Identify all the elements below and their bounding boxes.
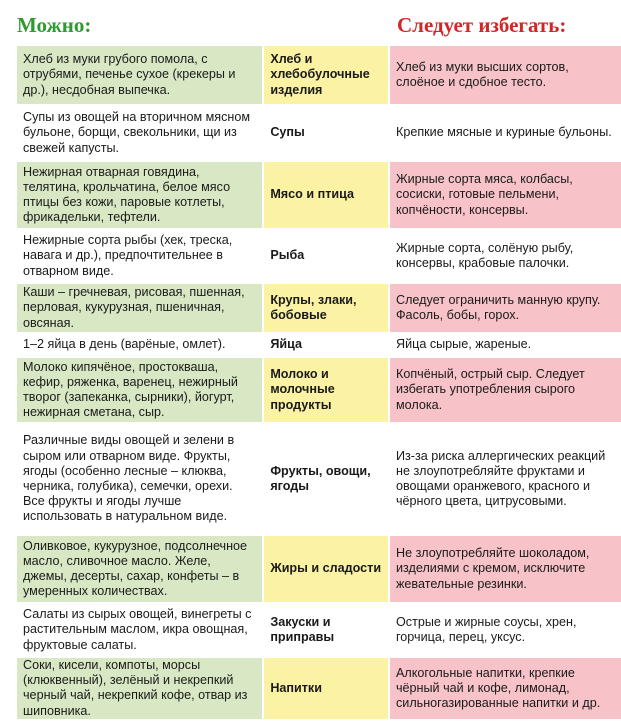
allowed-cell: Салаты из сырых овощей, винегреты с раст… <box>17 605 263 655</box>
allowed-cell: 1–2 яйца в день (варёные, омлет). <box>17 335 263 355</box>
category-cell: Хлеб и хлебобулочные изделия <box>264 46 389 104</box>
allowed-cell: Молоко кипячёное, простокваша, кефир, ря… <box>17 358 263 422</box>
table-row: Соки, кисели, компоты, морсы (клюквенный… <box>17 658 621 719</box>
table-row: Хлеб из муки грубого помола, с отрубями,… <box>17 46 621 104</box>
allowed-cell: Нежирная отварная говядина, телятина, кр… <box>17 162 263 228</box>
table-row: Нежирные сорта рыбы (хек, треска, навага… <box>17 231 621 281</box>
category-cell: Крупы, злаки, бобовые <box>264 284 389 332</box>
allowed-cell: Оливковое, кукурузное, подсолнечное масл… <box>17 536 263 602</box>
table-row: Каши – гречневая, рисовая, пшенная, перл… <box>17 284 621 332</box>
allowed-cell: Супы из овощей на вторичном мясном бульо… <box>17 107 263 159</box>
avoid-cell: Острые и жирные соусы, хрен, горчица, пе… <box>389 605 621 655</box>
allowed-cell: Соки, кисели, компоты, морсы (клюквенный… <box>17 658 263 719</box>
allowed-cell: Каши – гречневая, рисовая, пшенная, перл… <box>17 284 263 332</box>
category-cell: Рыба <box>264 231 389 281</box>
avoid-cell: Из-за риска аллергических реакций не зло… <box>389 425 621 533</box>
avoid-cell: Крепкие мясные и куриные бульоны. <box>389 107 621 159</box>
category-cell: Яйца <box>264 335 389 355</box>
table-row: 1–2 яйца в день (варёные, омлет). Яйца Я… <box>17 335 621 355</box>
category-cell: Закуски и приправы <box>264 605 389 655</box>
avoid-cell: Жирные сорта мяса, колбасы, сосиски, гот… <box>389 162 621 228</box>
allowed-cell: Нежирные сорта рыбы (хек, треска, навага… <box>17 231 263 281</box>
table-row: Оливковое, кукурузное, подсолнечное масл… <box>17 536 621 602</box>
allowed-cell: Различные виды овощей и зелени в сыром и… <box>17 425 263 533</box>
avoid-cell: Алкогольные напитки, крепкие чёрный чай … <box>389 658 621 719</box>
avoid-cell: Хлеб из муки высших сортов, слоёное и сд… <box>389 46 621 104</box>
diet-table: Хлеб из муки грубого помола, с отрубями,… <box>17 43 621 722</box>
category-cell: Жиры и сладости <box>264 536 389 602</box>
table-row: Супы из овощей на вторичном мясном бульо… <box>17 107 621 159</box>
avoid-cell: Следует ограничить манную крупу. Фасоль,… <box>389 284 621 332</box>
avoid-header: Следует избегать: <box>397 13 567 37</box>
category-cell: Фрукты, овощи, ягоды <box>264 425 389 533</box>
category-cell: Напитки <box>264 658 389 719</box>
table-row: Нежирная отварная говядина, телятина, кр… <box>17 162 621 228</box>
table-row: Различные виды овощей и зелени в сыром и… <box>17 425 621 533</box>
table-row: Салаты из сырых овощей, винегреты с раст… <box>17 605 621 655</box>
avoid-cell: Не злоупотребляйте шоколадом, изделиями … <box>389 536 621 602</box>
category-cell: Мясо и птица <box>264 162 389 228</box>
category-cell: Молоко и молочные продукты <box>264 358 389 422</box>
avoid-cell: Жирные сорта, солёную рыбу, консервы, кр… <box>389 231 621 281</box>
allowed-header: Можно: <box>17 13 92 37</box>
allowed-cell: Хлеб из муки грубого помола, с отрубями,… <box>17 46 263 104</box>
avoid-cell: Яйца сырые, жареные. <box>389 335 621 355</box>
avoid-cell: Копчёный, острый сыр. Следует избегать у… <box>389 358 621 422</box>
table-row: Молоко кипячёное, простокваша, кефир, ря… <box>17 358 621 422</box>
category-cell: Супы <box>264 107 389 159</box>
